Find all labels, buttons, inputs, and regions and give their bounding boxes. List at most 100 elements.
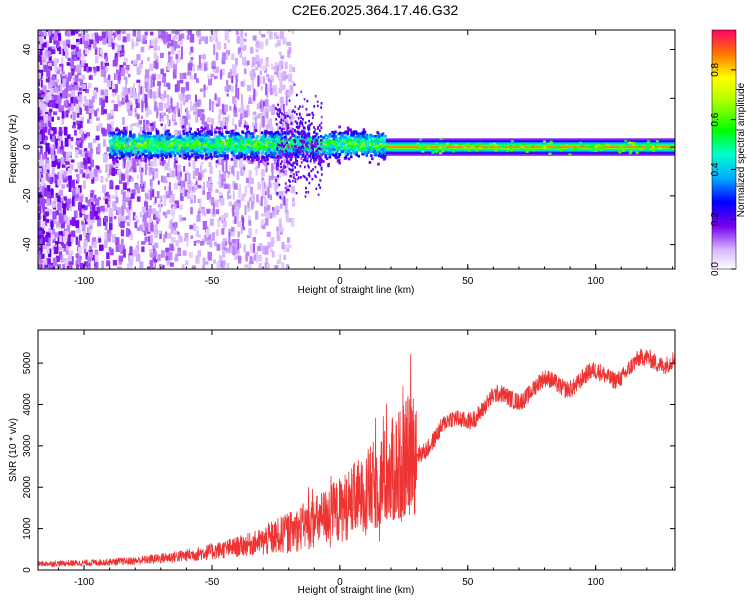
spectrogram-cell xyxy=(256,103,259,110)
spectrogram-cell xyxy=(257,246,261,252)
spectrogram-cell xyxy=(106,203,110,208)
spectrogram-cell xyxy=(226,145,230,149)
spectrogram-cell xyxy=(218,144,222,147)
spectrogram-cell xyxy=(267,105,270,110)
spectrogram-cell xyxy=(79,120,83,129)
spectrogram-cell xyxy=(177,80,180,92)
spectrogram-cell xyxy=(126,221,130,227)
spectrogram-cell xyxy=(111,132,114,136)
spectrogram-cell xyxy=(264,107,268,117)
spectrogram-cell xyxy=(338,152,342,156)
spectrogram-cell xyxy=(168,182,171,191)
spectrogram-cell xyxy=(314,135,318,138)
spectrogram-cell xyxy=(219,148,223,152)
spectrogram-cell xyxy=(174,137,178,141)
spectrogram-cell xyxy=(178,154,182,158)
spectrogram-cell xyxy=(79,94,83,102)
spectrogram-cell xyxy=(90,33,95,39)
spectrogram-cell xyxy=(251,68,256,74)
spectrogram-cell xyxy=(156,106,159,119)
spectrogram-cell xyxy=(39,194,45,202)
spectrogram-cell xyxy=(66,224,71,233)
spectrogram-cell xyxy=(193,137,197,141)
spectrogram-cell xyxy=(88,99,94,108)
spectrogram-cell xyxy=(45,78,50,83)
spectrogram-cell xyxy=(149,189,152,201)
spectrogram-cell xyxy=(115,62,119,68)
spectrogram-cell xyxy=(76,42,80,46)
spectrogram-cell xyxy=(377,147,381,151)
spectrogram-cell xyxy=(222,171,227,179)
spectrogram-cell xyxy=(232,96,236,104)
spectrogram-cell xyxy=(276,231,280,238)
spectrogram-cell xyxy=(144,209,149,217)
spectrogram-cell xyxy=(216,142,220,146)
spectrogram-cell xyxy=(268,138,271,142)
spectrogram-cell xyxy=(202,208,205,216)
spectrogram-cell xyxy=(384,153,387,157)
spectrogram-cell xyxy=(222,116,225,126)
spectrogram-cell xyxy=(215,229,219,237)
spectrogram-cell xyxy=(174,129,178,138)
spectrogram-cell xyxy=(79,107,82,115)
spectrogram-cell xyxy=(103,77,108,83)
spectrogram-cell xyxy=(225,117,229,123)
spectrogram-cell xyxy=(324,134,327,137)
spectrogram-cell xyxy=(185,260,189,265)
spectrogram-cell xyxy=(271,142,274,146)
spectrogram-cell xyxy=(124,153,128,160)
spectrogram-cell xyxy=(264,159,267,167)
spectrogram-cell xyxy=(290,127,293,135)
spectrogram-cell xyxy=(60,197,64,202)
spectrogram-cell xyxy=(242,151,245,156)
spectrogram-cell xyxy=(272,206,275,211)
spectrogram-cell xyxy=(204,145,208,149)
spectrogram-cell xyxy=(242,216,245,230)
spectrogram-cell xyxy=(141,100,144,113)
spectrogram-cell xyxy=(359,142,362,146)
spectrogram-cell xyxy=(89,39,94,45)
spectrogram-cell xyxy=(319,135,323,138)
spectrogram-cell xyxy=(65,258,69,266)
spectrogram-cell xyxy=(140,145,143,149)
spectrogram-cell xyxy=(121,131,125,135)
spectrogram-cell xyxy=(208,161,212,167)
spectrogram-cell xyxy=(267,153,271,157)
spectrogram-cell xyxy=(197,99,201,108)
spectrogram-cell xyxy=(268,31,273,40)
spectrogram-cell xyxy=(80,193,84,198)
spectrogram-cell xyxy=(141,148,144,151)
spectrogram-cell xyxy=(176,136,180,139)
spectrogram-cell xyxy=(219,191,223,197)
spectrogram-cell xyxy=(41,90,45,96)
spectrogram-cell xyxy=(149,222,154,232)
spectrogram-cell xyxy=(110,248,114,256)
spectrogram-cell xyxy=(178,49,181,63)
spectrogram-cell xyxy=(327,150,331,154)
spectrogram-cell xyxy=(154,171,159,179)
spectrogram-cell xyxy=(228,201,232,207)
spectrogram-cell xyxy=(132,83,135,93)
spectrogram-cell xyxy=(80,204,86,210)
spectrogram-cell xyxy=(165,152,168,156)
spectrogram-cell xyxy=(272,106,275,114)
spectrogram-cell xyxy=(173,229,178,235)
spectrogram-cell xyxy=(136,30,141,40)
spectrogram-cell xyxy=(327,162,330,166)
spectrogram-cell xyxy=(151,142,155,146)
spectrogram-cell xyxy=(109,180,113,189)
spectrogram-cell xyxy=(222,265,225,269)
spectrogram-cell xyxy=(112,260,118,266)
spectrogram-cell xyxy=(66,202,71,209)
spectrogram-cell xyxy=(137,186,141,194)
spectrogram-cell xyxy=(223,42,227,50)
spectrogram-cell xyxy=(43,30,48,37)
spectrogram-cell xyxy=(199,164,202,174)
spectrogram-cell xyxy=(162,144,165,148)
spectrogram-cell xyxy=(218,255,223,264)
spectrogram-cell xyxy=(115,245,121,253)
spectrogram-cell xyxy=(279,85,285,91)
spectrogram-cell xyxy=(59,140,64,150)
spectrogram-cell xyxy=(231,75,234,84)
spectrogram-cell xyxy=(58,170,64,180)
